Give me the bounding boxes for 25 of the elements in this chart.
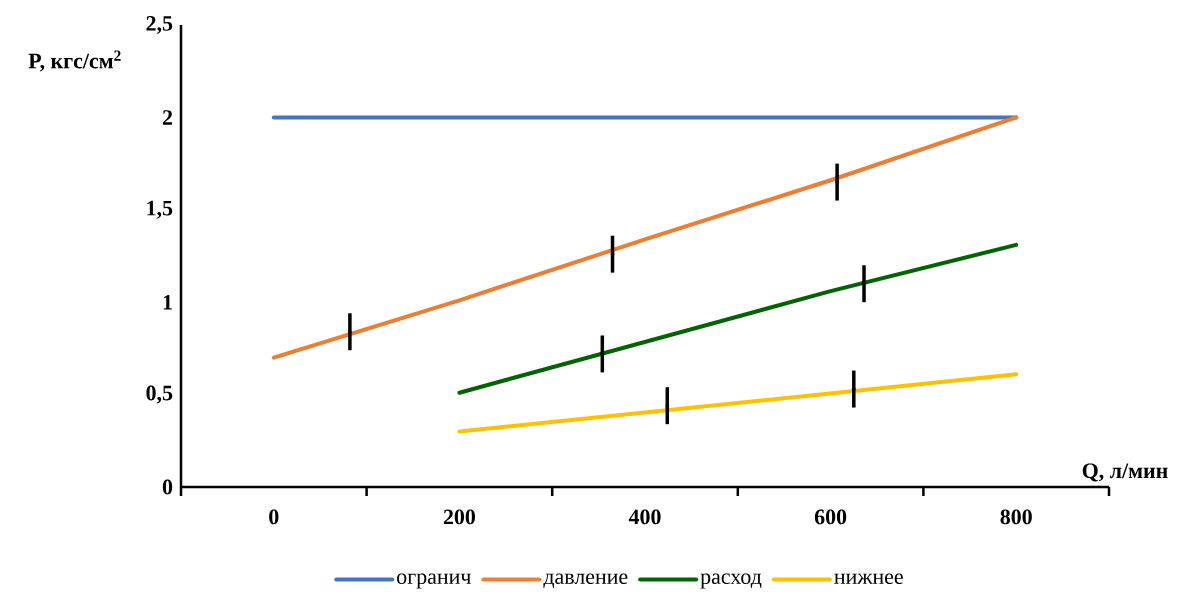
legend-label: огранич: [397, 573, 471, 589]
x-tick-label: 800: [1000, 509, 1032, 525]
point: [835, 180, 839, 184]
point: [862, 281, 866, 286]
legend-label: давление: [543, 573, 628, 589]
y-tick-label: 0,5: [146, 385, 173, 404]
y-tick-label: 1,5: [147, 200, 173, 219]
x-tick-label: 600: [814, 509, 847, 525]
x-tick-label: 0: [269, 509, 279, 525]
point: [600, 352, 605, 356]
line-series: [271, 115, 1019, 360]
x-axis-title: Q, л/мин: [1082, 463, 1168, 482]
y-tick-label: 1: [163, 294, 172, 310]
y-tick-label: 2,5: [146, 16, 173, 34]
y-tick-label: 0: [162, 479, 173, 495]
point: [852, 387, 856, 391]
x-tick-label: 200: [443, 509, 476, 525]
point: [348, 329, 352, 334]
point: [665, 403, 670, 408]
point: [610, 252, 615, 256]
y-tick-label: 2: [162, 110, 173, 125]
legend-label: расход: [700, 573, 762, 589]
y-axis-title: P, кгс/см$^{2}$: [28, 50, 121, 72]
x-tick-label: 400: [628, 509, 661, 525]
legend-label: нижнее: [834, 573, 903, 585]
